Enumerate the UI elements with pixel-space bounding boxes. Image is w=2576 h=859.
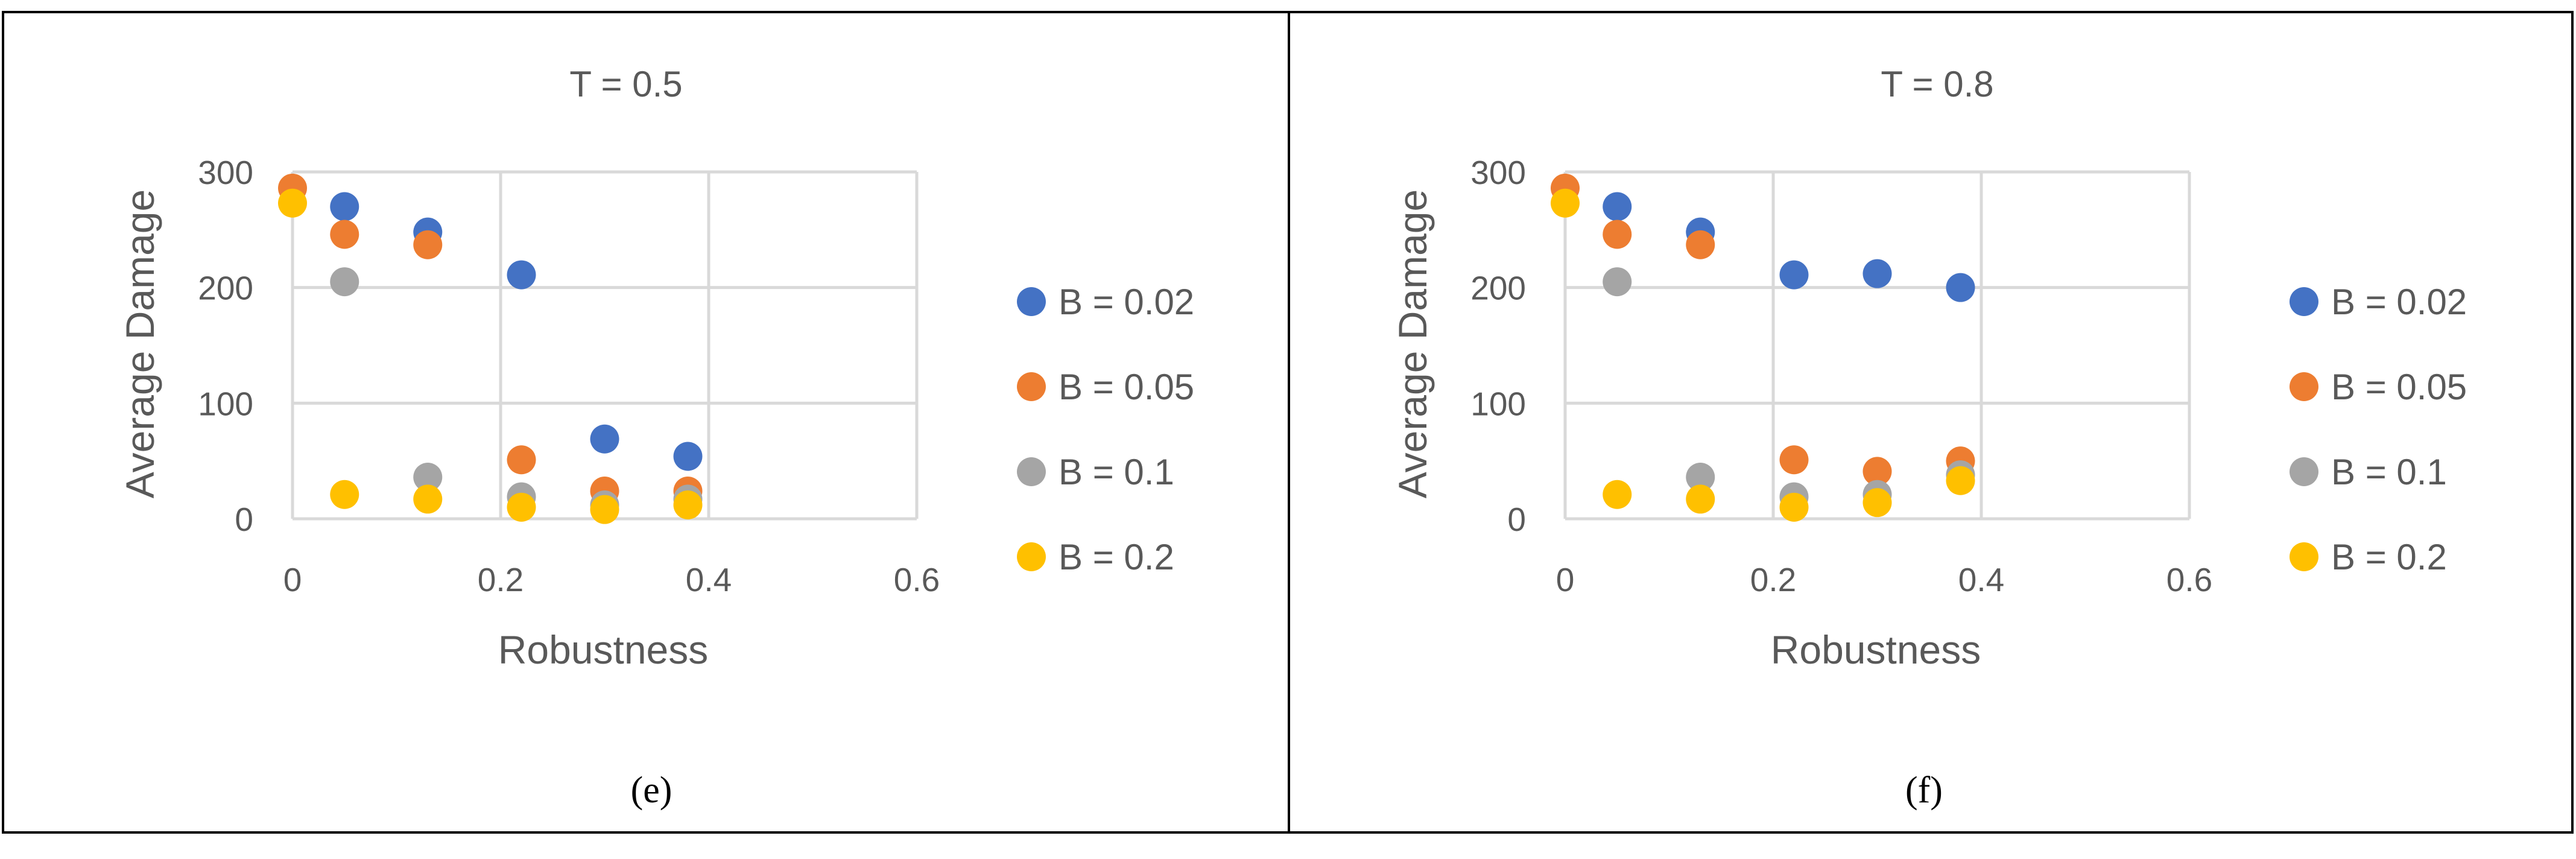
- legend-marker: [1017, 457, 1046, 486]
- y-axis-label: Average Damage: [1390, 189, 1435, 498]
- data-point: [330, 480, 359, 509]
- chart-title: T = 0.5: [569, 64, 682, 104]
- legend-marker: [2290, 372, 2318, 401]
- legend-marker: [2290, 287, 2318, 316]
- legend: B = 0.02 B = 0.05 B = 0.1 B = 0.2: [1017, 282, 1194, 577]
- x-tick-label: 0.4: [1958, 561, 2004, 598]
- x-tick-label: 0.6: [2166, 561, 2212, 598]
- data-point: [330, 192, 359, 221]
- gridlines: [291, 170, 919, 521]
- data-point: [1686, 463, 1715, 492]
- legend-marker: [2290, 542, 2318, 571]
- data-point: [1779, 492, 1809, 522]
- data-point: [330, 220, 359, 249]
- chart-panel-e: T = 0.5 0 100 200 300 0 0.2 0.4 0.6 Average Da…: [118, 64, 1194, 811]
- x-axis-label: Robustness: [498, 627, 709, 672]
- legend-label: B = 0.1: [2331, 452, 2447, 492]
- legend-marker: [1017, 542, 1046, 571]
- data-point: [673, 442, 703, 471]
- data-point: [1946, 273, 1975, 302]
- data-point: [1862, 457, 1892, 486]
- panel-label: (f): [1905, 770, 1943, 811]
- data-point: [1603, 480, 1632, 509]
- y-tick-label: 300: [1470, 154, 1526, 191]
- x-axis-label: Robustness: [1771, 627, 1981, 672]
- x-tick-label: 0: [1556, 561, 1575, 598]
- y-tick-label: 100: [1470, 385, 1526, 422]
- data-point: [1686, 484, 1715, 514]
- data-point: [507, 492, 536, 522]
- legend: B = 0.02 B = 0.05 B = 0.1 B = 0.2: [2290, 282, 2467, 577]
- data-point: [413, 230, 443, 259]
- data-point: [1603, 192, 1632, 221]
- legend-marker: [2290, 457, 2318, 486]
- legend-label: B = 0.02: [1059, 282, 1194, 322]
- data-point: [673, 490, 703, 519]
- legend-label: B = 0.05: [1059, 367, 1194, 407]
- y-tick-labels: 0 100 200 300: [198, 154, 253, 538]
- data-points: [1551, 173, 1975, 522]
- y-tick-label: 0: [235, 501, 253, 538]
- y-tick-label: 0: [1507, 501, 1526, 538]
- legend-label: B = 0.05: [2331, 367, 2467, 407]
- y-tick-label: 200: [198, 270, 253, 307]
- data-point: [1686, 230, 1715, 259]
- data-point: [590, 424, 619, 454]
- data-point: [1779, 260, 1809, 290]
- data-point: [1603, 220, 1632, 249]
- data-point: [1551, 188, 1580, 218]
- x-tick-label: 0: [283, 561, 302, 598]
- data-point: [1779, 445, 1809, 475]
- chart-panel-f: T = 0.8 0 100 200 300 0 0.2 0.4 0.6 Average Da…: [1390, 64, 2467, 811]
- legend-label: B = 0.02: [2331, 282, 2467, 322]
- panel-label: (e): [631, 770, 672, 811]
- data-point: [413, 463, 443, 492]
- x-tick-label: 0.6: [894, 561, 940, 598]
- x-tick-labels: 0 0.2 0.4 0.6: [1556, 561, 2213, 598]
- data-point: [507, 445, 536, 475]
- x-tick-labels: 0 0.2 0.4 0.6: [283, 561, 940, 598]
- data-point: [413, 484, 443, 514]
- y-tick-label: 100: [198, 385, 253, 422]
- data-point: [1862, 488, 1892, 518]
- y-tick-label: 300: [198, 154, 253, 191]
- data-point: [1862, 259, 1892, 288]
- y-tick-labels: 0 100 200 300: [1470, 154, 1526, 538]
- y-tick-label: 200: [1470, 270, 1526, 307]
- data-point: [278, 188, 307, 218]
- chart-title: T = 0.8: [1881, 64, 1993, 104]
- legend-marker: [1017, 287, 1046, 316]
- legend-label: B = 0.2: [1059, 537, 1174, 577]
- data-point: [507, 260, 536, 290]
- data-point: [1946, 466, 1975, 495]
- x-tick-label: 0.4: [686, 561, 732, 598]
- x-tick-label: 0.2: [478, 561, 524, 598]
- legend-label: B = 0.2: [2331, 537, 2447, 577]
- y-axis-label: Average Damage: [118, 189, 162, 498]
- legend-label: B = 0.1: [1059, 452, 1174, 492]
- data-points: [278, 173, 703, 524]
- data-point: [590, 495, 619, 524]
- legend-marker: [1017, 372, 1046, 401]
- x-tick-label: 0.2: [1750, 561, 1796, 598]
- data-point: [1603, 267, 1632, 297]
- data-point: [330, 267, 359, 297]
